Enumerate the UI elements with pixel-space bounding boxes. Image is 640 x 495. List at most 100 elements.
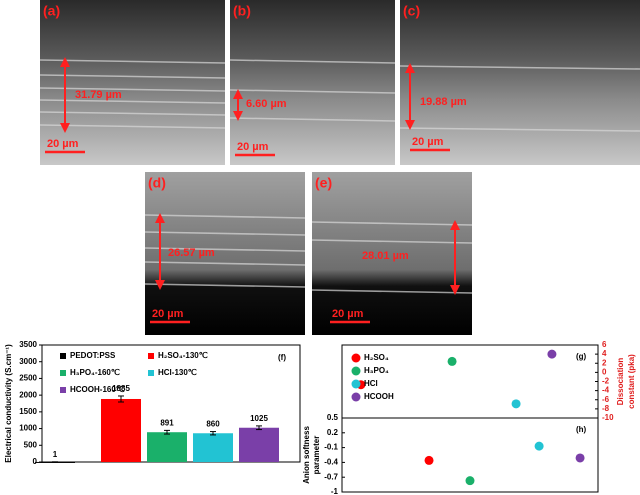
legend-swatch (60, 353, 66, 359)
thickness-label: 19.88 µm (420, 96, 467, 108)
y2-axis-label: Dissociation (616, 358, 625, 406)
sem-image (400, 0, 640, 165)
scale-bar-label: 20 µm (412, 136, 444, 148)
legend-swatch (60, 370, 66, 376)
bar (147, 432, 187, 462)
y2-tick-label: 0 (602, 367, 607, 376)
y-tick-label: -0.7 (324, 472, 338, 481)
film-layer (229, 89, 396, 94)
thickness-label: 6.60 µm (246, 98, 287, 110)
legend-label: PEDOT:PSS (70, 351, 116, 360)
film-layer (39, 74, 226, 79)
scale-bar-label: 20 µm (152, 308, 184, 320)
legend-marker (351, 353, 361, 363)
legend-swatch (60, 387, 66, 393)
thickness-label: 28.01 µm (362, 250, 409, 262)
y2-tick-label: -2 (602, 377, 610, 386)
scale-bar-label: 20 µm (332, 308, 364, 320)
y2-tick-label: -8 (602, 404, 610, 413)
film-layer (144, 261, 306, 266)
legend-label: HCl (364, 379, 378, 388)
sem-image (230, 0, 395, 165)
legend-label: HCl-130℃ (158, 368, 197, 377)
plot-frame (341, 417, 599, 493)
y-tick-label: 500 (24, 440, 38, 449)
point (534, 441, 544, 451)
film-layer (144, 283, 306, 288)
film-layer (39, 99, 226, 104)
y2-tick-label: 2 (602, 358, 607, 367)
film-layer (39, 59, 226, 64)
y-axis-label: Anion softness (302, 426, 311, 484)
film-layer (144, 231, 306, 236)
legend-marker (351, 366, 361, 376)
film-layer (399, 65, 640, 70)
y-tick-label: 0 (33, 457, 38, 466)
y-tick-label: 2000 (19, 390, 37, 399)
panel-label: (e) (315, 175, 332, 191)
sem-image (40, 0, 225, 165)
y-tick-label: 1500 (19, 407, 37, 416)
legend-marker (351, 392, 361, 402)
value-label: 1885 (112, 384, 130, 393)
legend-swatch (148, 370, 154, 376)
legend-label: HCOOH-160℃ (70, 385, 125, 394)
film-layer (311, 221, 473, 226)
legend-label: H₂SO₄ (364, 353, 389, 362)
y2-tick-label: -4 (602, 386, 610, 395)
film-layer (144, 247, 306, 252)
film-layer (311, 239, 473, 244)
film-layer (229, 117, 396, 122)
sem-image (312, 172, 472, 335)
y-tick-label: 3500 (19, 340, 37, 349)
film-layer (399, 127, 640, 132)
bar (193, 433, 233, 462)
y-axis-label: parameter (312, 436, 321, 475)
panel-label: (c) (403, 3, 420, 19)
panel-label: (a) (43, 3, 60, 19)
sem-image (145, 172, 305, 335)
panel-label: (f) (278, 353, 286, 362)
legend-label: H₃PO₄ (364, 366, 389, 375)
bar (239, 427, 279, 462)
film-layer (39, 87, 226, 92)
scale-bar-label: 20 µm (47, 138, 79, 150)
legend-label: HCOOH (364, 392, 394, 401)
film-layer (229, 59, 396, 64)
value-label: 891 (160, 418, 174, 427)
y-tick-label: 0.5 (327, 413, 339, 422)
point (547, 349, 557, 359)
y-tick-label: -0.4 (324, 458, 338, 467)
y2-tick-label: 4 (602, 349, 607, 358)
y2-tick-label: 6 (602, 340, 607, 349)
film-layer (144, 214, 306, 219)
thickness-label: 26.57 µm (168, 247, 215, 259)
legend-label: H₃PO₄-160℃ (70, 368, 120, 377)
point (465, 476, 475, 486)
panel-label: (g) (576, 352, 587, 361)
film-layer (39, 124, 226, 129)
panel-label: (d) (148, 175, 166, 191)
value-label: 1025 (250, 414, 268, 423)
y-tick-label: -1 (331, 487, 339, 495)
panel-label: (h) (576, 425, 587, 434)
y-tick-label: 0.2 (327, 428, 339, 437)
scale-bar-label: 20 µm (237, 141, 269, 153)
panel-label: (b) (233, 3, 251, 19)
y2-tick-label: -6 (602, 395, 610, 404)
y-axis-label: Electrical conductivity (S.cm⁻¹) (4, 344, 13, 463)
point (424, 455, 434, 465)
point (511, 399, 521, 409)
value-label: 860 (206, 420, 220, 429)
y2-axis-label: constant (pka) (627, 354, 636, 409)
bar (101, 398, 141, 462)
point (447, 356, 457, 366)
thickness-label: 31.79 µm (75, 89, 122, 101)
point (575, 453, 585, 463)
legend-marker (351, 379, 361, 389)
y-tick-label: -0.1 (324, 443, 338, 452)
legend-label: H₂SO₄-130℃ (158, 351, 208, 360)
y-tick-label: 3000 (19, 357, 37, 366)
value-label: 1 (53, 450, 58, 459)
